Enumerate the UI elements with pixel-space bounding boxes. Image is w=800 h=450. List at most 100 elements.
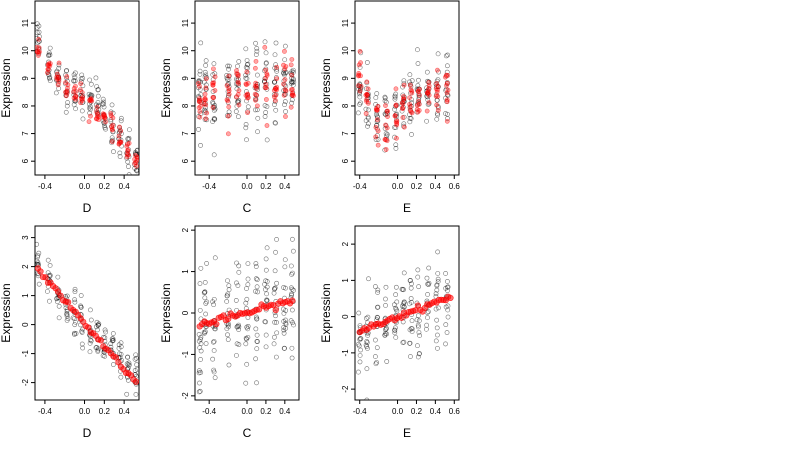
data-point — [254, 277, 260, 283]
data-point — [383, 296, 388, 302]
fitted-point — [203, 85, 209, 91]
data-point — [433, 293, 439, 299]
fitted-point — [79, 90, 85, 95]
data-point — [374, 119, 380, 125]
fitted-point — [197, 97, 203, 103]
data-point — [443, 111, 448, 116]
data-point — [45, 257, 51, 263]
y-tick-label: 10 — [21, 46, 30, 55]
data-point — [101, 120, 107, 126]
data-point — [117, 150, 123, 156]
fitted-point — [274, 87, 280, 93]
data-point — [288, 263, 294, 269]
y-tick-label: 6 — [21, 158, 30, 163]
fitted-point — [383, 122, 389, 128]
data-point — [134, 152, 139, 158]
data-point — [375, 304, 381, 310]
fitted-point — [364, 97, 369, 103]
x-tick-label: 0.2 — [99, 407, 111, 416]
data-point — [365, 333, 371, 338]
data-point — [204, 299, 210, 305]
fitted-point — [426, 80, 432, 85]
data-point — [72, 297, 77, 303]
data-point — [110, 331, 116, 336]
fitted-point — [204, 110, 210, 116]
data-point — [234, 341, 240, 347]
data-point — [263, 110, 269, 115]
y-tick-label: -2 — [181, 392, 190, 400]
data-point — [226, 362, 232, 368]
fitted-point — [414, 102, 420, 108]
data-point — [133, 352, 139, 358]
data-point — [126, 135, 132, 141]
y-tick-label: -2 — [341, 385, 350, 393]
fitted-point — [46, 61, 52, 67]
data-point — [255, 129, 260, 135]
data-point — [95, 93, 101, 99]
fitted-point — [263, 81, 268, 87]
fitted-point — [382, 137, 388, 142]
data-point — [108, 341, 114, 346]
data-point — [363, 315, 369, 321]
data-point — [201, 107, 207, 113]
data-point — [125, 354, 130, 360]
data-point — [289, 345, 295, 351]
y-tick-label: 11 — [181, 18, 190, 27]
fitted-point — [271, 94, 277, 100]
data-point — [100, 96, 106, 102]
data-point — [290, 69, 296, 75]
data-point — [375, 137, 381, 142]
data-point — [56, 303, 62, 309]
data-point — [197, 380, 202, 386]
fitted-point — [88, 113, 93, 119]
data-point — [290, 248, 296, 254]
data-point — [132, 368, 138, 373]
fitted-point — [36, 36, 42, 42]
data-point — [72, 289, 78, 295]
data-point — [243, 341, 249, 347]
fitted-point — [73, 93, 79, 99]
data-point — [244, 361, 250, 367]
data-point — [236, 59, 242, 64]
data-point — [383, 284, 389, 290]
data-point — [383, 302, 388, 308]
fitted-point — [195, 81, 201, 86]
fitted-point — [274, 76, 280, 82]
fitted-point — [85, 324, 92, 331]
data-point — [88, 104, 93, 110]
data-point — [226, 63, 232, 69]
data-point — [87, 77, 93, 83]
fitted-point — [253, 58, 259, 64]
fitted-point — [118, 128, 124, 134]
data-point — [245, 104, 251, 110]
fitted-point — [374, 107, 380, 113]
data-point — [443, 341, 448, 347]
data-point — [392, 96, 398, 102]
y-tick-label: 7 — [341, 131, 350, 136]
data-point — [357, 102, 363, 107]
data-point — [282, 345, 287, 351]
data-point — [203, 58, 209, 64]
y-tick-label: -1 — [21, 349, 30, 357]
data-point — [415, 267, 421, 273]
data-point — [101, 99, 107, 105]
fitted-point — [288, 62, 294, 68]
fitted-point — [236, 81, 242, 86]
y-tick-label: 0 — [181, 310, 190, 315]
data-point — [234, 280, 239, 286]
data-point — [357, 353, 363, 358]
data-point — [198, 357, 203, 362]
data-point — [357, 336, 363, 342]
data-point — [118, 118, 124, 124]
fitted-point — [435, 83, 441, 89]
fitted-point — [364, 92, 370, 98]
data-point — [80, 116, 86, 122]
fitted-point — [197, 114, 203, 120]
data-point — [78, 89, 84, 94]
fitted-point — [203, 97, 208, 103]
data-point — [263, 267, 269, 273]
data-point — [44, 289, 50, 294]
data-point — [212, 375, 218, 381]
data-point — [435, 332, 440, 338]
points-layer — [35, 241, 139, 397]
